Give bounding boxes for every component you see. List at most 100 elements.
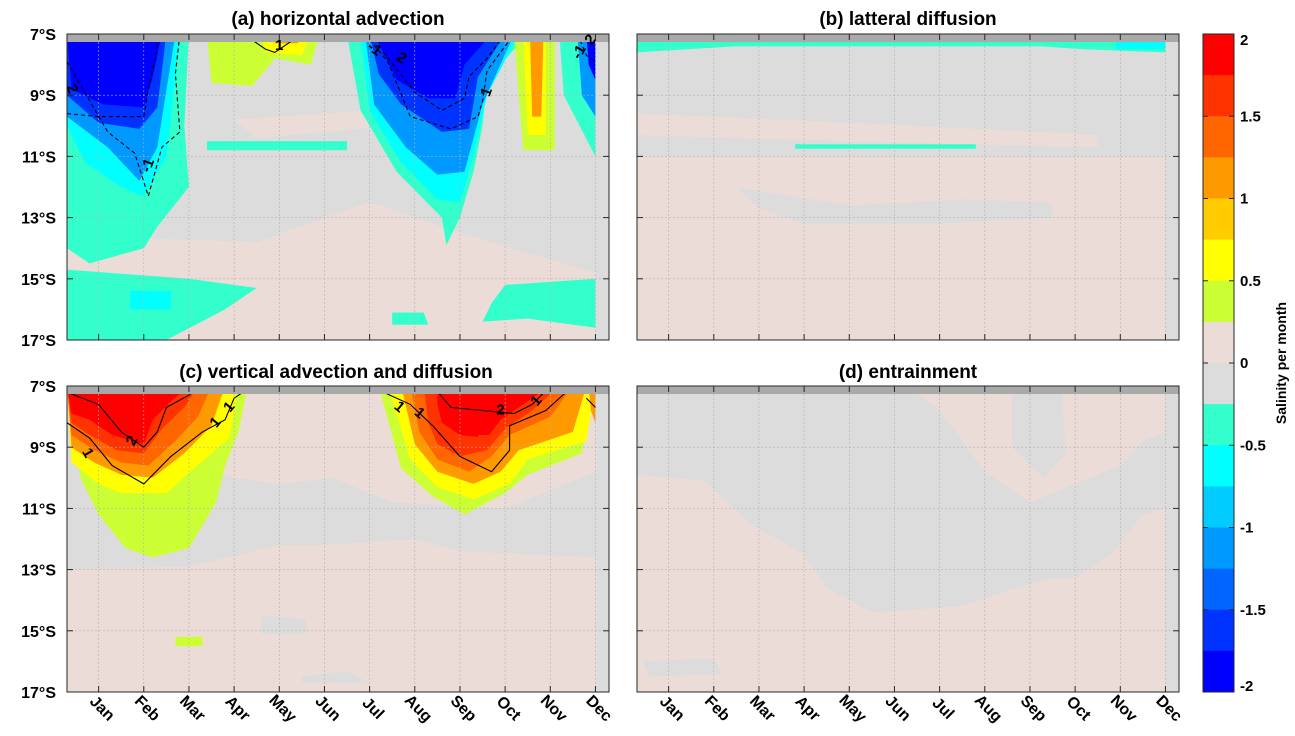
panel-d-contour-patch (1011, 386, 1067, 478)
colorbar-bin (1203, 568, 1234, 611)
x-tick-label: Jun (882, 693, 914, 725)
x-tick-label: Dec (582, 692, 615, 725)
panel-a-landmask (67, 34, 609, 42)
panel-a: 2-11 -1 21-12 (a) horizontal advection (66, 9, 610, 341)
x-tick-label: May (265, 692, 299, 726)
colorbar-bin (1203, 116, 1234, 158)
colorbar-label: Salinity per month (1273, 302, 1289, 424)
y-tick-label: 11°S (22, 149, 56, 166)
panel-c-contour-patch (261, 615, 307, 634)
colorbar-tick-label: -1 (1240, 520, 1253, 537)
x-tick-label: Jun (312, 693, 344, 725)
panel-c-title: (c) vertical advection and diffusion (179, 362, 493, 383)
panel-b-contour-patch (1115, 40, 1166, 50)
colorbar-bin (1203, 75, 1234, 117)
x-tick-label: Aug (971, 692, 1005, 726)
panel-a-plot: 2-11 -1 21-12 (67, 34, 609, 340)
colorbar-bins (1203, 34, 1234, 693)
panel-a-contour-patch (586, 34, 596, 80)
x-tick-label: Nov (1107, 692, 1140, 725)
panel-a-contour-label: -1 (138, 156, 159, 174)
colorbar-bin (1203, 157, 1234, 199)
y-tick-label: 17°S (21, 333, 56, 350)
colorbar: 2 1.5 1 0.5 0 -0.5 -1 -1.5 -2 Salinity per month (1202, 32, 1289, 695)
colorbar-tick-label: 1.5 (1240, 108, 1261, 125)
panel-b-contour-patch (795, 144, 976, 149)
panel-b-contour-patch (637, 156, 1166, 340)
panel-c-contour-patch (478, 435, 492, 445)
panel-c-contour-patch (67, 539, 596, 692)
panel-b-ticks (637, 33, 1179, 341)
panel-b-contour-patch (736, 187, 1053, 224)
y-tick-label: 9°S (30, 88, 56, 105)
panel-a-contour-patch (234, 110, 393, 138)
colorbar-tick-label: -1.5 (1240, 602, 1266, 619)
panel-c-contour-line (432, 386, 551, 415)
x-tick-label: Aug (401, 692, 435, 726)
panel-a-contour-label: 1 (275, 37, 283, 54)
x-tick-label: Mar (176, 693, 208, 725)
colorbar-bin (1203, 527, 1234, 570)
panel-a-contour-patch (67, 34, 162, 108)
y-tick-label: 13°S (21, 211, 56, 228)
x-tick-labels-right: Jan Feb Mar Apr May Jun Jul Aug Sep Oct Nov Dec (656, 692, 1185, 726)
colorbar-bin (1203, 609, 1234, 652)
colorbar-tick-label: 2 (1240, 32, 1248, 49)
y-tick-label: 7°S (30, 27, 56, 44)
panel-d-contour-patch (641, 658, 723, 677)
panel-c-contour-patch (175, 636, 203, 647)
panel-a-grid (67, 34, 609, 340)
y-tick-label: 9°S (30, 440, 56, 457)
panel-d-patches (637, 386, 1166, 692)
colorbar-tick-label: 0.5 (1240, 273, 1261, 290)
colorbar-tick-label: 1 (1240, 191, 1248, 208)
x-tick-labels-left: Jan Feb Mar Apr May Jun Jul Aug Sep Oct Nov Dec (86, 692, 615, 726)
colorbar-tick-label: 0 (1240, 355, 1248, 372)
panel-a-contour-patch (530, 34, 544, 117)
panel-a-contour-patch (130, 291, 171, 310)
panel-a-contour-patch (482, 278, 596, 328)
x-tick-label: Mar (746, 693, 778, 725)
colorbar-bin (1203, 363, 1234, 405)
panel-d-contour-patch (637, 474, 1166, 692)
x-tick-label: Dec (1152, 692, 1185, 725)
panel-c-contours (67, 386, 596, 485)
y-tick-label: 15°S (21, 272, 56, 289)
panel-a-contour-line (382, 34, 506, 112)
x-tick-label: Feb (131, 693, 163, 725)
panel-c-contour-line (67, 386, 199, 448)
x-tick-label: Sep (447, 692, 480, 725)
colorbar-bin (1203, 34, 1234, 76)
panel-c-contour-patch (67, 386, 189, 445)
panel-b-frame (636, 33, 1180, 341)
colorbar-tick-label: -0.5 (1240, 437, 1266, 454)
x-tick-label: Jan (86, 693, 118, 725)
panel-c-landmask (67, 386, 609, 394)
panel-a-contour-line (67, 34, 158, 118)
y-tick-labels-bottom: 7°S 9°S 11°S 13°S 15°S 17°S (21, 379, 56, 702)
colorbar-bin (1203, 404, 1234, 446)
panel-c-contour-line (67, 386, 253, 485)
panel-b-grid (637, 34, 1179, 340)
panel-d-landmask (637, 386, 1179, 394)
colorbar-bin (1203, 445, 1234, 487)
panel-c-grid (67, 386, 609, 692)
panel-b-landmask (637, 34, 1179, 42)
panel-b-plot (637, 34, 1179, 340)
colorbar-bin (1203, 280, 1234, 323)
panel-a-ticks (67, 33, 609, 341)
x-tick-label: May (835, 692, 869, 726)
panel-c-patches (67, 386, 596, 692)
x-tick-label: Oct (493, 693, 524, 724)
panel-d: (d) entrainment (636, 362, 1180, 693)
y-tick-label: 17°S (21, 685, 56, 702)
x-tick-label: Feb (701, 693, 733, 725)
colorbar-bin (1203, 486, 1234, 528)
x-tick-label: Oct (1063, 693, 1094, 724)
panel-a-contour-patch (392, 312, 429, 325)
panel-c-contour-line (586, 397, 596, 408)
panel-a-contour-line (364, 34, 515, 130)
panel-d-frame (636, 385, 1180, 693)
